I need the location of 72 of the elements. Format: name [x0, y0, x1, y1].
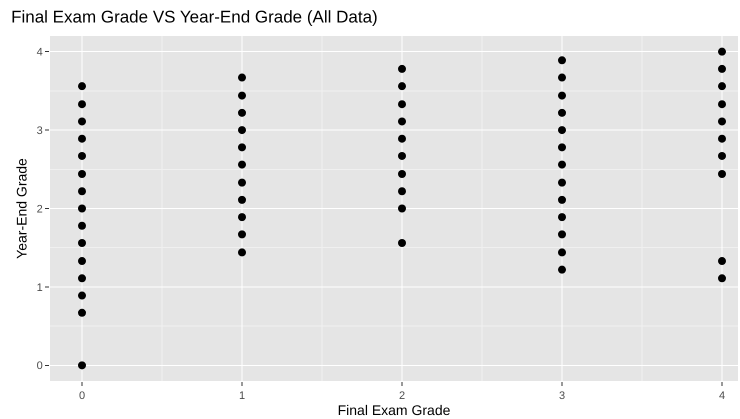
point — [78, 239, 86, 247]
point — [558, 266, 566, 274]
point — [398, 100, 406, 108]
point — [558, 178, 566, 187]
y-tick-label: 1 — [36, 282, 43, 294]
point — [238, 92, 246, 100]
point — [238, 230, 246, 238]
point — [398, 82, 406, 90]
x-axis-title: Final Exam Grade — [338, 402, 451, 418]
point — [398, 152, 406, 160]
point — [78, 204, 86, 212]
point — [718, 64, 726, 73]
y-tick-label: 4 — [36, 46, 43, 59]
point — [238, 213, 246, 222]
point — [78, 292, 86, 300]
point — [558, 74, 566, 82]
point — [238, 196, 246, 204]
point — [558, 160, 566, 169]
point — [718, 134, 726, 143]
point — [718, 257, 726, 266]
point — [78, 134, 86, 143]
point — [78, 82, 86, 90]
point — [398, 117, 406, 126]
y-tick-label: 3 — [36, 124, 43, 137]
point — [718, 170, 726, 178]
point — [558, 248, 566, 256]
point — [558, 92, 566, 100]
point — [398, 204, 406, 212]
point — [78, 170, 86, 178]
x-tick-label: 1 — [238, 390, 246, 402]
point — [718, 100, 726, 108]
y-axis-title: Year-End Grade — [13, 158, 30, 259]
x-tick-label: 4 — [718, 390, 726, 402]
point — [718, 152, 726, 160]
point — [78, 308, 86, 317]
point — [398, 239, 406, 247]
point — [558, 213, 566, 222]
point — [718, 117, 726, 126]
y-tick-label: 2 — [36, 203, 43, 216]
chart-title: Final Exam Grade VS Year-End Grade (All Data) — [11, 7, 378, 26]
x-tick-label: 3 — [558, 390, 566, 402]
point — [558, 126, 566, 134]
point — [558, 196, 566, 204]
point — [238, 74, 246, 82]
point — [558, 230, 566, 238]
point — [558, 108, 566, 117]
point — [78, 187, 86, 196]
point — [78, 152, 86, 160]
x-tick-label: 0 — [78, 390, 86, 402]
point — [718, 48, 726, 56]
point — [238, 126, 246, 134]
point — [398, 134, 406, 143]
point — [238, 143, 246, 152]
y-tick-label: 0 — [36, 360, 43, 372]
point — [78, 274, 86, 282]
point — [238, 108, 246, 117]
point — [718, 274, 726, 282]
point — [238, 160, 246, 169]
point — [78, 361, 86, 370]
x-tick-label: 2 — [398, 390, 406, 402]
point — [558, 56, 566, 64]
point — [718, 82, 726, 90]
point — [78, 222, 86, 230]
point — [398, 64, 406, 73]
point — [398, 170, 406, 178]
point — [78, 257, 86, 266]
point — [78, 117, 86, 126]
point — [558, 143, 566, 152]
point — [398, 187, 406, 196]
point — [78, 100, 86, 108]
point — [238, 248, 246, 256]
point — [238, 178, 246, 187]
